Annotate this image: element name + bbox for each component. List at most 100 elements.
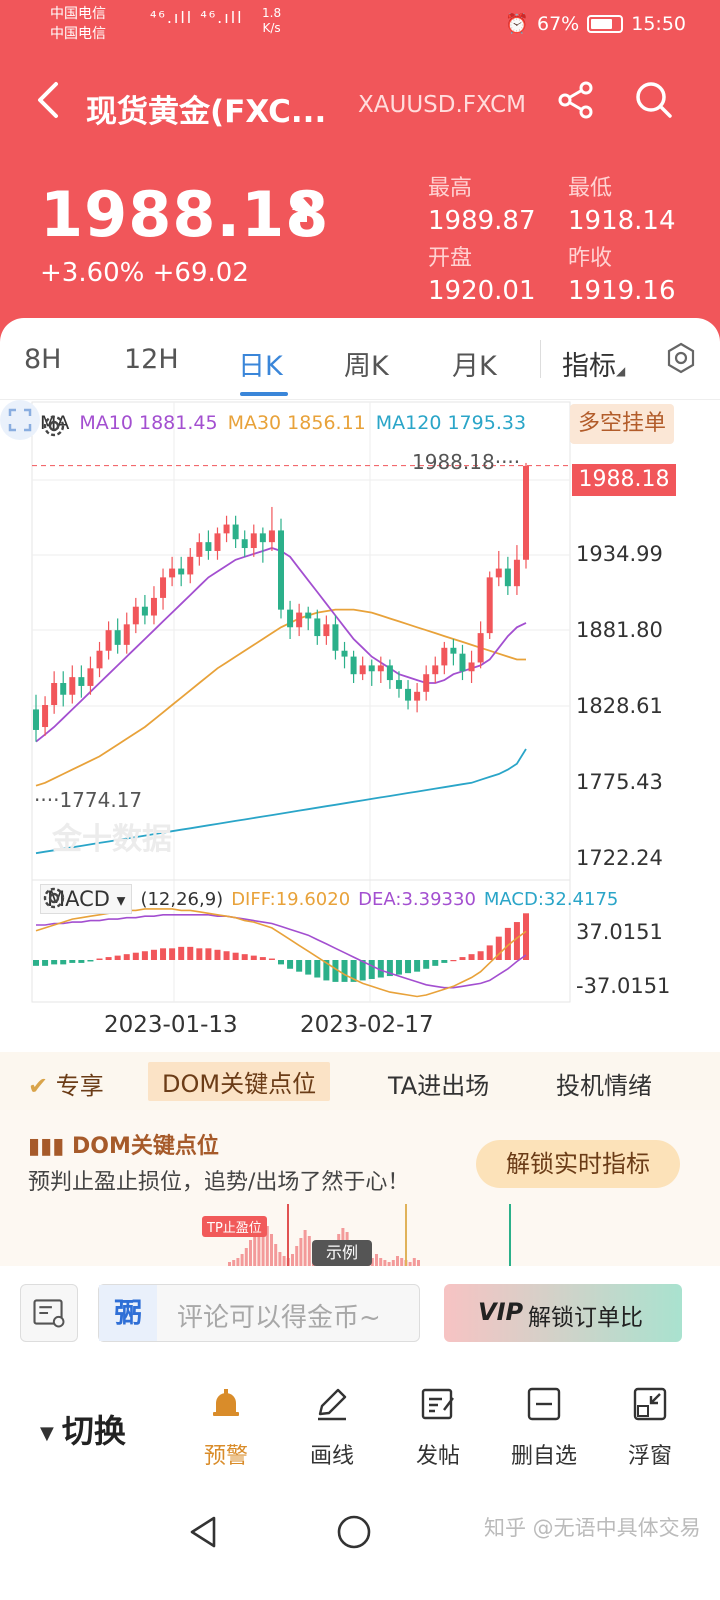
macd-selector[interactable]: MACD ▾: [40, 884, 133, 914]
macd-bar: [232, 952, 239, 960]
tab-dom[interactable]: DOM关键点位: [148, 1062, 331, 1101]
speed-unit: K/s: [262, 21, 281, 35]
float-window-button[interactable]: 浮窗: [610, 1384, 690, 1470]
tab-ta[interactable]: TA进出场: [388, 1072, 490, 1100]
tab-12h[interactable]: 12H: [124, 344, 179, 375]
carrier-1: 中国电信: [50, 6, 106, 22]
dom-preview-bar: [408, 1262, 412, 1266]
macd-bar: [323, 960, 330, 981]
back-icon[interactable]: [28, 78, 72, 122]
candle-body: [268, 530, 275, 543]
macd-bar: [123, 954, 130, 960]
macd-bar: [414, 960, 421, 972]
macd-bar: [477, 951, 484, 960]
macd-bar: [423, 960, 430, 969]
nav-back-icon[interactable]: [184, 1512, 224, 1552]
dom-preview-bar: [303, 1230, 307, 1266]
dom-preview-bar: [282, 1256, 286, 1266]
settings-hex-icon[interactable]: [665, 342, 697, 374]
alert-button[interactable]: 预警: [186, 1384, 266, 1470]
post-button[interactable]: 发帖: [398, 1384, 478, 1470]
macd-bar: [60, 960, 67, 965]
gear-icon[interactable]: [40, 884, 68, 912]
tab-active-indicator: [240, 392, 288, 396]
macd-bar: [523, 913, 529, 960]
tab-week[interactable]: 周K: [344, 351, 389, 382]
candle-body: [523, 465, 529, 560]
macd-bar: [132, 952, 139, 960]
tab-8h[interactable]: 8H: [24, 344, 62, 375]
candle-body: [223, 524, 230, 534]
bottom-toolbar: ▼ 切换 预警 画线 发帖 删自选: [0, 1362, 720, 1492]
tab-indicator[interactable]: 指标◢: [562, 344, 625, 383]
fullscreen-icon[interactable]: [0, 400, 40, 440]
unlock-order-ratio-button[interactable]: VIP 解锁订单比: [444, 1284, 682, 1342]
tab-day[interactable]: 日K: [238, 351, 283, 382]
tp-badge: TP止盈位: [202, 1216, 267, 1237]
macd-bar: [441, 960, 448, 963]
dom-preview-bar: [240, 1254, 244, 1266]
float-window-label: 浮窗: [627, 1444, 672, 1469]
macd-bar: [250, 955, 257, 960]
macd-bar: [468, 954, 475, 960]
macd-bar: [268, 958, 275, 960]
macd-bar: [513, 922, 520, 960]
search-icon[interactable]: [634, 80, 674, 120]
macd-bar: [105, 957, 112, 960]
nav-home-icon[interactable]: [334, 1512, 374, 1552]
candle-body: [278, 530, 284, 610]
candle-body: [160, 577, 167, 598]
share-icon[interactable]: [556, 80, 596, 120]
tab-month[interactable]: 月K: [452, 351, 497, 382]
macd-bar: [450, 960, 457, 962]
tab-exclusive[interactable]: ✔ 专享: [28, 1066, 104, 1101]
switch-button[interactable]: ▼ 切换: [40, 1406, 126, 1452]
caret-down-icon: ◢: [616, 364, 626, 378]
remove-watchlist-button[interactable]: 删自选: [504, 1384, 584, 1470]
macd-bar: [33, 960, 39, 966]
dom-preview-bar: [232, 1260, 236, 1266]
draw-line-button[interactable]: 画线: [292, 1384, 372, 1470]
macd-bar: [259, 957, 266, 960]
comment-input[interactable]: 弻 评论可以得金币~: [98, 1284, 420, 1342]
macd-bar: [495, 936, 502, 960]
stat-high-value: 1989.87: [428, 206, 536, 236]
y-axis-label: 1828.61: [576, 694, 663, 718]
macd-bar: [205, 948, 212, 960]
macd-bar: [187, 946, 194, 960]
candle-body: [332, 624, 339, 651]
candle-body: [250, 533, 257, 549]
ma30-line: [35, 608, 526, 787]
unlock-indicator-button[interactable]: 解锁实时指标: [476, 1140, 680, 1188]
candle-body: [323, 624, 330, 637]
tab-sentiment[interactable]: 投机情绪: [556, 1072, 652, 1100]
macd-bar: [341, 960, 348, 982]
kline-chart[interactable]: MA MA10 1881.45 MA30 1856.11 MA120 1795.…: [0, 400, 720, 1050]
candle-body: [305, 612, 312, 619]
caret-down-icon: ▼: [40, 1422, 54, 1444]
macd-bar: [87, 960, 94, 962]
order-settings-icon[interactable]: [20, 1284, 78, 1342]
macd-bar: [241, 954, 248, 960]
dom-panel-title-text: DOM关键点位: [72, 1134, 219, 1159]
macd-params: (12,26,9): [140, 888, 224, 910]
macd-bar: [350, 960, 357, 982]
arrow-up-icon: [292, 198, 314, 222]
comment-bar: 弻 评论可以得金币~ VIP 解锁订单比: [0, 1266, 720, 1362]
high-marker: 1988.18····: [412, 450, 521, 474]
ma30-value: MA30 1856.11: [227, 412, 366, 434]
candle-body: [114, 630, 121, 645]
candle-body: [232, 524, 239, 540]
chart-canvas[interactable]: [0, 400, 720, 1050]
symbol-code: XAUUSD.FXCM: [358, 92, 526, 118]
feature-tabs: ✔ 专享 DOM关键点位 TA进出场 投机情绪: [0, 1052, 720, 1110]
diff-line: [35, 908, 527, 998]
long-short-orders-button[interactable]: 多空挂单: [570, 404, 674, 444]
candle-body: [123, 624, 130, 645]
macd-bar: [278, 960, 284, 965]
gear-icon[interactable]: [40, 412, 68, 440]
candle-body: [178, 568, 185, 575]
alert-label: 预警: [203, 1444, 248, 1469]
macd-bar: [368, 960, 375, 979]
candle-body: [395, 680, 402, 689]
